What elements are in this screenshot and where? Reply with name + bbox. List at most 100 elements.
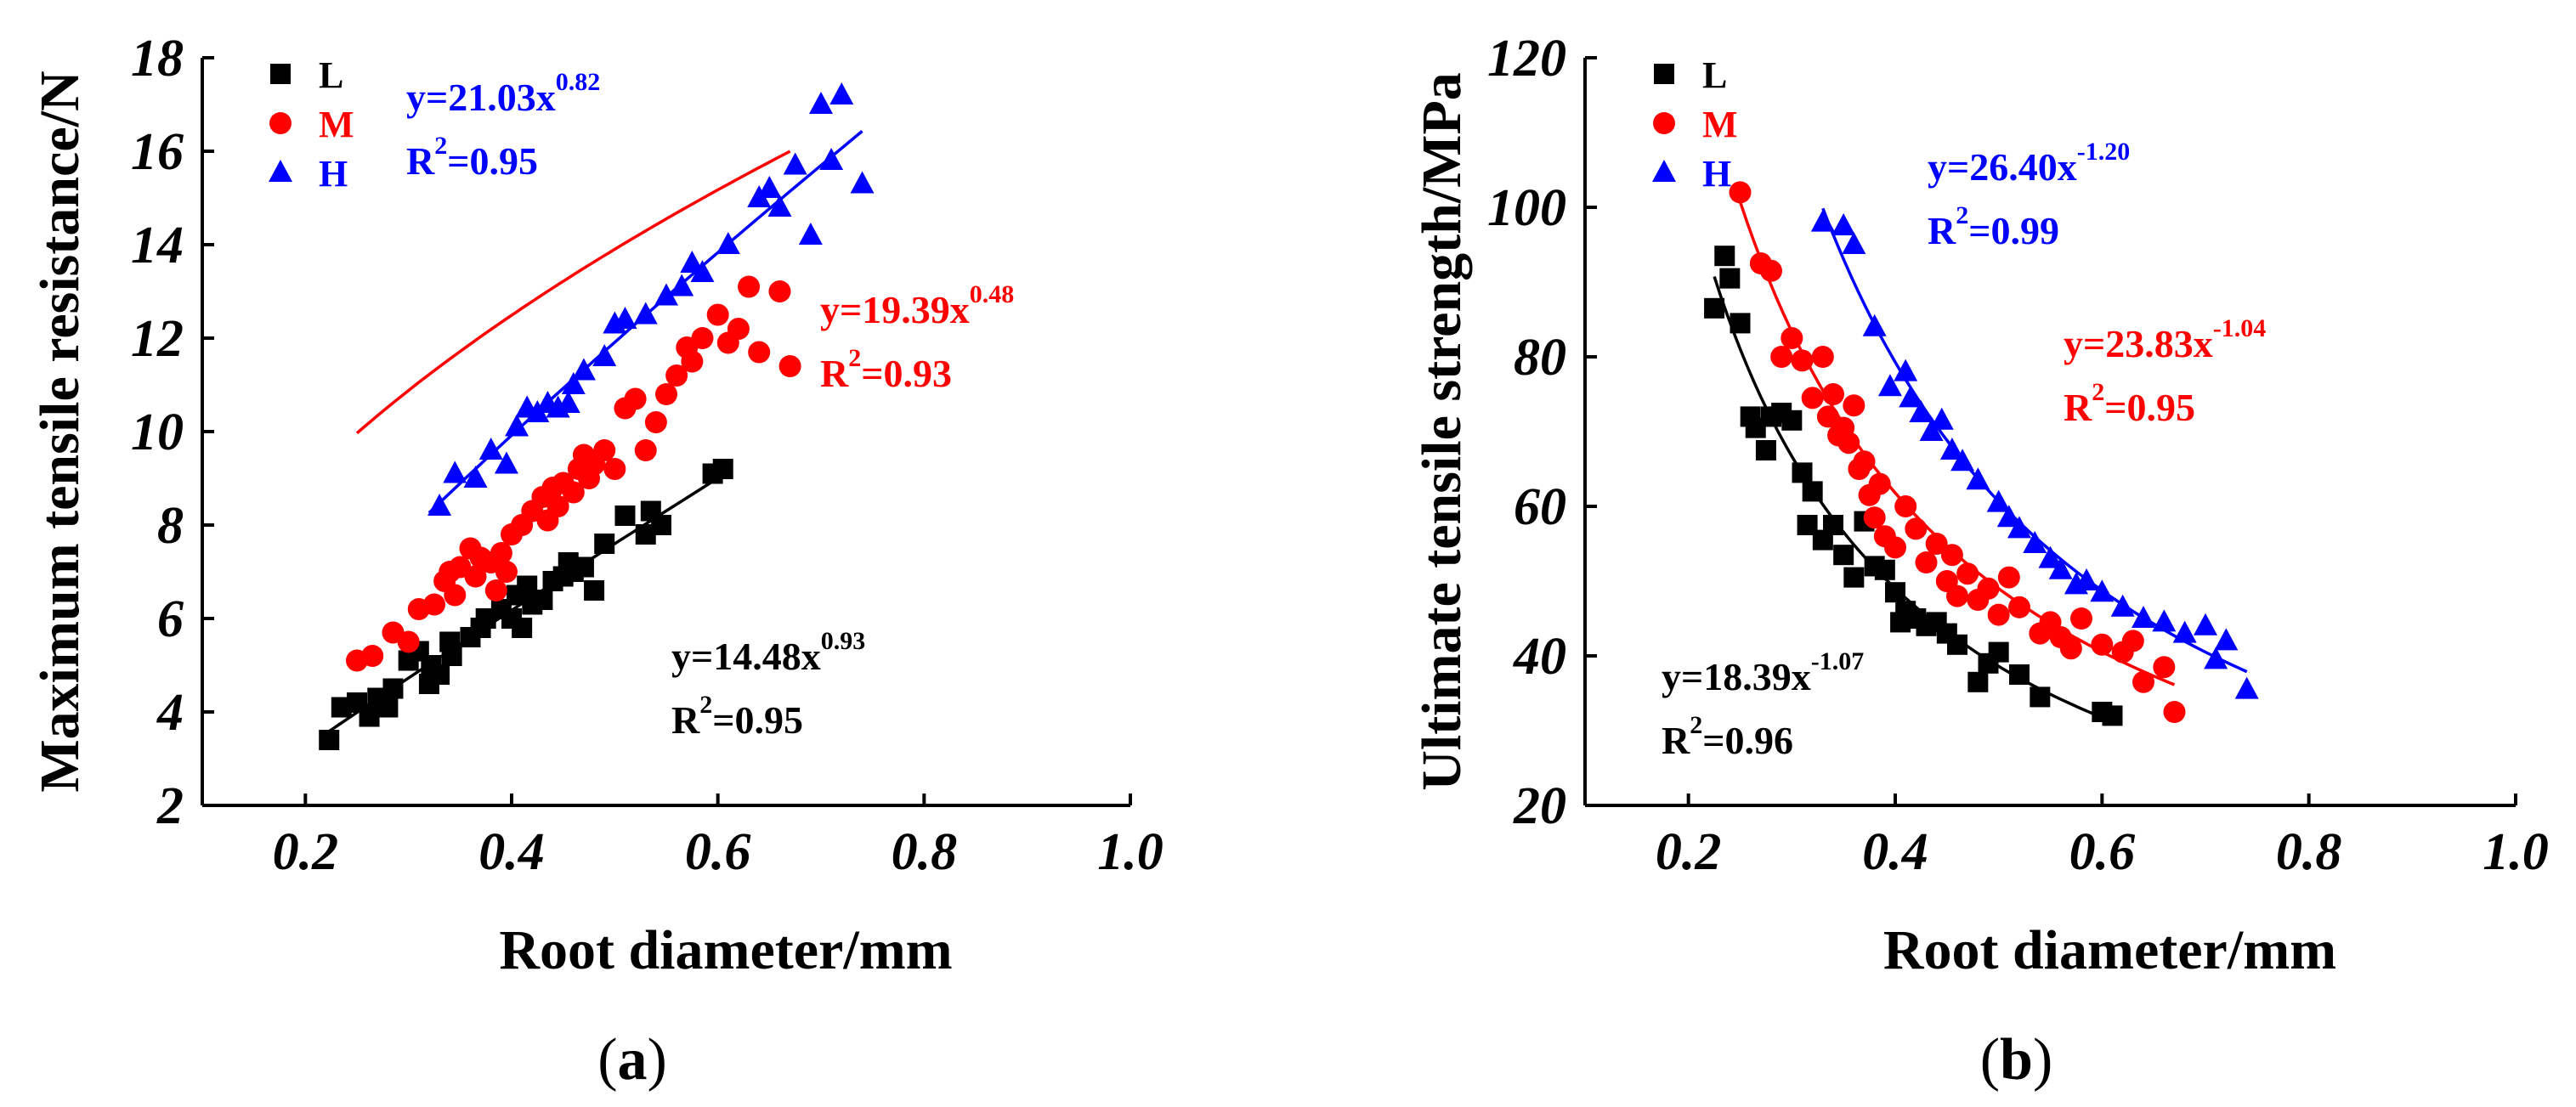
data-point-M <box>1977 577 2000 600</box>
panel-label-open: ( <box>1980 1027 2000 1093</box>
x-tick-label: 0.6 <box>2069 823 2136 881</box>
chart-b: 0.2 0.4 0.6 0.8 1.0 20 40 60 80 100 120 Root diamet… <box>1411 30 2549 1093</box>
data-point-M <box>778 355 801 377</box>
data-point-L <box>1843 567 1865 588</box>
data-point-M <box>634 439 657 461</box>
data-point-H <box>2152 609 2177 632</box>
data-point-M <box>1822 383 1844 405</box>
data-point-H <box>633 302 658 325</box>
panel-label: (b) <box>1980 1027 2053 1093</box>
r-squared-r: R <box>2064 386 2092 429</box>
equation-H: y=26.40x-1.20 <box>1928 138 2130 189</box>
series-M <box>346 150 801 672</box>
data-point-L <box>1792 462 1813 483</box>
x-tick-label: 1.0 <box>1097 823 1163 881</box>
legend-label-M: M <box>319 104 354 145</box>
legend-label-H: H <box>319 153 348 195</box>
data-point-H <box>2023 531 2047 553</box>
data-point-M <box>1997 566 2020 589</box>
data-point-L <box>712 459 733 479</box>
series-H <box>427 82 875 516</box>
data-point-H <box>2214 628 2239 651</box>
data-point-M <box>748 341 771 364</box>
data-point-L <box>1781 409 1803 431</box>
r-squared-exp: 2 <box>848 344 861 372</box>
chart-a: 0.2 0.4 0.6 0.8 1.0 2 4 6 8 10 12 14 16 18 Root diamet… <box>29 30 1163 1093</box>
r-squared-L: R2=0.95 <box>671 691 803 742</box>
equation-exponent: -1.04 <box>2213 314 2267 342</box>
series-M <box>1729 181 2186 723</box>
data-point-L <box>319 730 340 750</box>
r-squared-r: R <box>1662 719 1690 762</box>
data-point-M <box>1837 432 1860 455</box>
data-point-M <box>1946 585 1968 607</box>
data-point-M <box>490 542 512 564</box>
y-axis-title: Ultimate tensile strength/MPa <box>1411 72 1473 791</box>
data-point-L <box>1988 641 2009 663</box>
data-point-L <box>429 664 450 685</box>
data-point-M <box>1987 603 2010 626</box>
data-point-H <box>1996 505 2021 528</box>
r-squared-value: =0.95 <box>712 698 803 742</box>
legend-label-L: L <box>1702 54 1727 96</box>
r-squared-value: =0.93 <box>861 352 952 395</box>
y-tick-label: 120 <box>1487 30 1566 88</box>
equation-exponent: -1.07 <box>1811 647 1865 675</box>
x-axis-title: Root diameter/mm <box>1883 919 2336 981</box>
data-point-H <box>1832 213 1856 235</box>
data-point-M <box>1884 536 1906 559</box>
series-L <box>319 459 733 750</box>
data-point-L <box>532 590 553 610</box>
data-point-M <box>361 645 384 667</box>
panel-label-close: ) <box>2033 1027 2052 1093</box>
equation-body: y=18.39x <box>1662 655 1811 698</box>
data-point-H <box>1919 419 1944 441</box>
r-squared-value: =0.95 <box>447 139 538 183</box>
data-point-M <box>1729 181 1752 204</box>
data-point-L <box>382 678 404 699</box>
data-point-H <box>2038 545 2063 568</box>
data-point-H <box>2090 579 2115 602</box>
data-point-L <box>1755 440 1776 460</box>
data-point-H <box>809 92 833 114</box>
r-squared-r: R <box>1928 209 1956 252</box>
equation-L: y=18.39x-1.07 <box>1662 647 1864 698</box>
data-point-H <box>670 274 694 297</box>
equation-exponent: 0.93 <box>821 627 866 655</box>
r-squared-M: R2=0.93 <box>820 344 952 395</box>
data-point-M <box>2121 630 2144 652</box>
legend-label-H: H <box>1702 153 1731 195</box>
data-point-H <box>613 307 637 329</box>
data-point-M <box>1801 387 1824 409</box>
equation-exponent: 0.82 <box>556 68 601 96</box>
data-point-H <box>443 460 467 483</box>
data-point-L <box>1874 559 1895 580</box>
y-tick-label: 60 <box>1514 478 1566 536</box>
data-point-H <box>463 466 488 488</box>
data-point-M <box>495 561 518 583</box>
data-point-L <box>1947 634 1967 655</box>
data-point-L <box>1719 268 1741 289</box>
data-point-H <box>561 372 586 394</box>
legend-marker-L <box>1654 64 1674 84</box>
series-H <box>1810 207 2259 699</box>
data-point-H <box>1842 232 1866 254</box>
data-point-L <box>650 515 671 535</box>
data-point-H <box>2110 594 2135 617</box>
data-point-L <box>2030 686 2051 708</box>
y-tick-label: 18 <box>131 30 184 88</box>
data-point-H <box>2234 676 2259 699</box>
data-point-H <box>1986 489 2011 512</box>
data-point-L <box>594 534 615 554</box>
data-point-M <box>546 495 569 517</box>
data-point-H <box>654 283 678 306</box>
data-point-L <box>1745 417 1766 438</box>
data-point-M <box>2059 637 2082 660</box>
r-squared-value: =0.95 <box>2104 386 2195 429</box>
data-point-M <box>562 481 585 504</box>
equation-exponent: -1.20 <box>2077 138 2131 166</box>
data-point-L <box>614 505 636 526</box>
y-tick-label: 12 <box>131 310 184 368</box>
r-squared-exp: 2 <box>699 691 712 719</box>
